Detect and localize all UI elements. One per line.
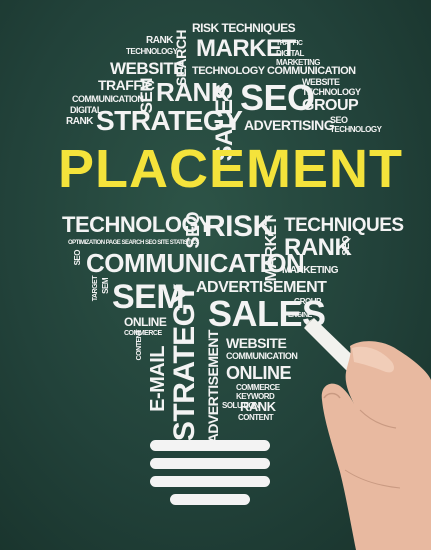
word: RANK [146, 35, 173, 46]
word: TECHNIQUES [284, 215, 404, 236]
word: DIGITAL [70, 105, 102, 115]
word: OPTIMIZATION PAGE SEARCH SEO SITE STATIS… [68, 240, 199, 246]
word: SOLUTION [222, 401, 260, 410]
word: COMMERCE [236, 383, 280, 392]
word: MARKETING [282, 265, 339, 276]
word: COMMUNICATION [226, 351, 298, 361]
word: WEBSITE [226, 335, 287, 351]
word: SEO [240, 77, 315, 118]
word: TECHNOLOGY [302, 87, 361, 97]
word: TECHNOLOGY [126, 47, 178, 56]
word: GROUP [302, 97, 359, 114]
word: TECHNOLOGY [330, 125, 382, 134]
word: ADVERTISEMENT [196, 279, 327, 296]
word: COMMERCE [124, 330, 162, 337]
word: TRAFFIC [276, 40, 303, 47]
bulb-base-stripe [150, 440, 270, 451]
word: STRATEGY [96, 105, 243, 136]
word: SEO [330, 115, 348, 125]
word: CONTENT [238, 413, 274, 422]
word: MARKETING [276, 58, 320, 67]
word: RISK TECHNIQUES [192, 21, 296, 35]
word: RANK [156, 77, 230, 107]
word: WEBSITE [302, 77, 340, 87]
word: ADVERTISING [244, 117, 335, 133]
bulb-base-stripe [150, 458, 270, 469]
bulb-base-stripe [170, 494, 250, 505]
word: KEYWORD [236, 392, 275, 401]
word: TRAFFIC [98, 77, 155, 93]
word: ONLINE [226, 363, 292, 383]
word: TECHNOLOGY COMMUNICATION [192, 65, 356, 77]
word: COMMUNICATION [86, 248, 305, 278]
word: GROUP [294, 297, 321, 306]
word: RANK [240, 399, 276, 414]
word: TECHNOLOGY [62, 212, 213, 237]
word: DIGITAL [276, 49, 304, 58]
word: RANK [284, 234, 352, 261]
word: SEM [112, 278, 185, 316]
word: RISK [204, 210, 274, 243]
word: WEBSITE [110, 59, 184, 78]
word: ONLINE [124, 315, 167, 329]
hand [321, 341, 431, 550]
headline-placement: PLACEMENT [58, 139, 403, 199]
word: ENGINE [288, 312, 312, 319]
bulb-base-stripe [150, 476, 270, 487]
word: COMMUNICATION [72, 94, 144, 104]
word: MARKET [196, 35, 296, 62]
word: RANK [66, 116, 93, 127]
